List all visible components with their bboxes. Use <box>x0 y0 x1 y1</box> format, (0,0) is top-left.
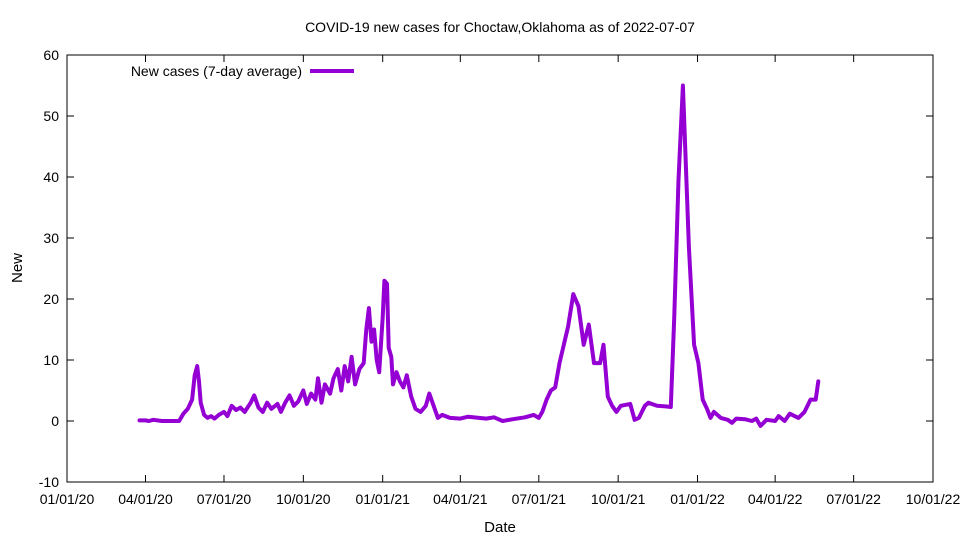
x-tick-label: 07/01/21 <box>512 491 567 507</box>
x-tick-label: 07/01/20 <box>197 491 252 507</box>
y-tick-label: 20 <box>43 291 59 307</box>
x-tick-label: 04/01/21 <box>433 491 488 507</box>
x-tick-label: 04/01/20 <box>118 491 173 507</box>
x-tick-label: 01/01/22 <box>670 491 725 507</box>
series-line <box>137 83 821 428</box>
x-tick-label: 04/01/22 <box>748 491 803 507</box>
y-tick-label: 10 <box>43 352 59 368</box>
y-tick-label: 60 <box>43 47 59 63</box>
chart-title: COVID-19 new cases for Choctaw,Oklahoma … <box>305 19 695 35</box>
plot-area <box>66 54 934 483</box>
y-tick-label: 30 <box>43 230 59 246</box>
x-tick-label: 01/01/20 <box>40 491 95 507</box>
x-tick-label: 10/01/22 <box>906 491 960 507</box>
y-tick-label: 40 <box>43 169 59 185</box>
y-tick-label: 50 <box>43 108 59 124</box>
y-tick-label: 0 <box>51 413 59 429</box>
x-tick-label: 07/01/22 <box>826 491 881 507</box>
y-tick-label: -10 <box>39 474 59 490</box>
legend: New cases (7-day average) <box>131 63 354 79</box>
x-tick-label: 10/01/21 <box>591 491 646 507</box>
legend-label: New cases (7-day average) <box>131 63 302 79</box>
series-layer <box>137 83 821 428</box>
x-tick-label: 01/01/21 <box>355 491 410 507</box>
x-tick-label: 10/01/20 <box>276 491 331 507</box>
y-axis-label: New <box>9 253 26 283</box>
x-axis-label: Date <box>484 519 516 536</box>
axis-tick-labels: -10 0 10 20 30 40 50 60 01/01/20 04/01/20 07/01/20… <box>39 47 960 507</box>
